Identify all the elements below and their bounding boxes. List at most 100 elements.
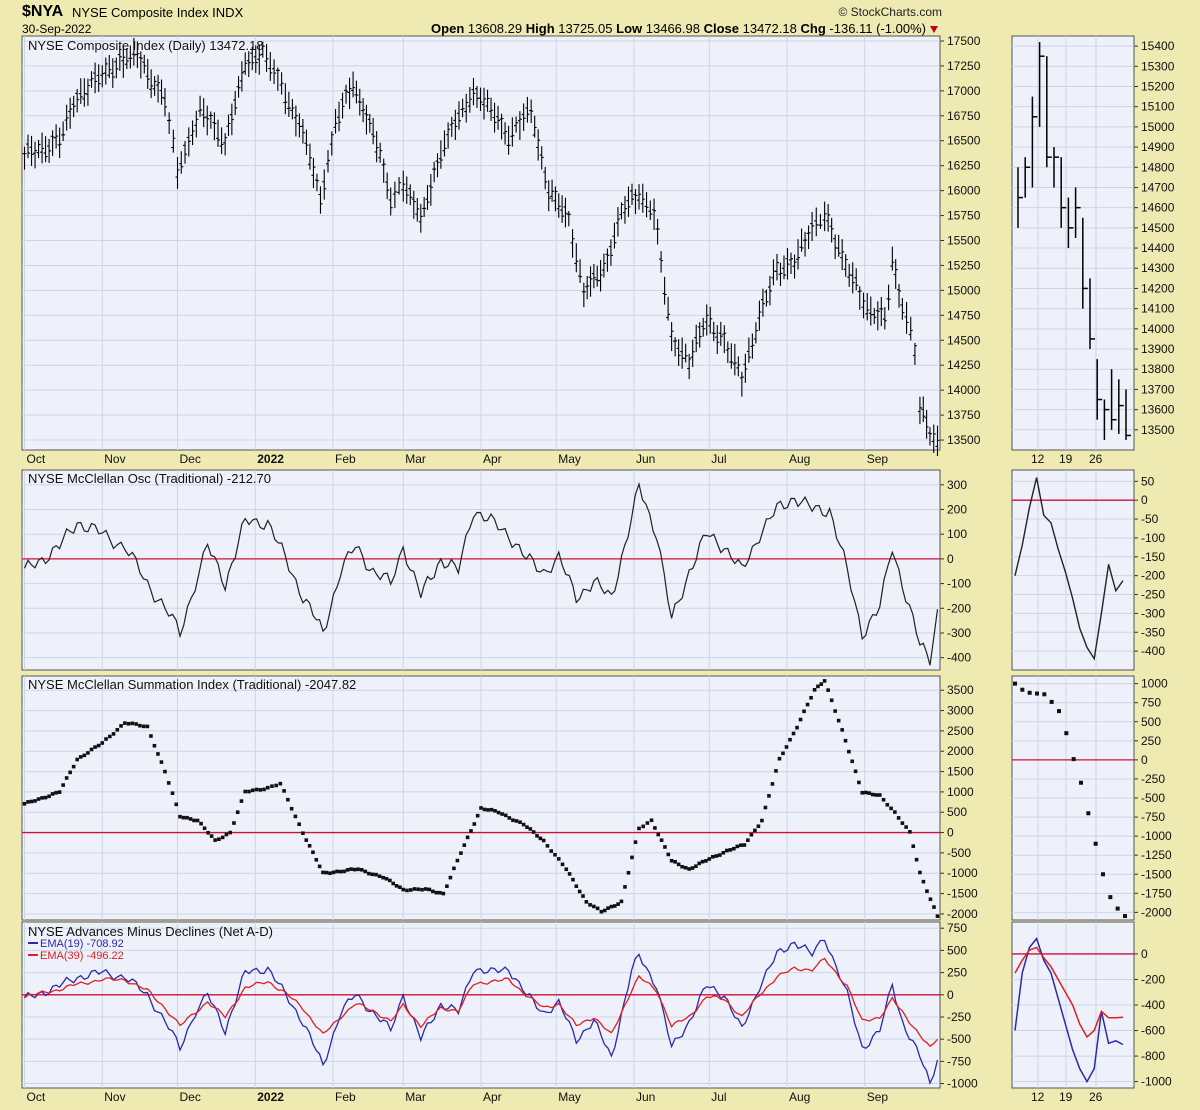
thumb-y-tick-label: 15400 (1141, 39, 1175, 53)
thumb-summation-dot (1035, 691, 1039, 696)
summation-dot (911, 844, 916, 848)
summation-dot (683, 865, 688, 870)
thumb-y-tick-label: 15100 (1141, 100, 1175, 114)
x-tick-label: May (558, 1090, 581, 1104)
y-tick-label: 15500 (947, 234, 981, 248)
y-tick-label: -1500 (947, 887, 978, 901)
thumb-y-tick-label: 14100 (1141, 302, 1175, 316)
summation-dot (514, 819, 519, 823)
summation-dot (574, 884, 579, 889)
summation-dot (822, 679, 827, 683)
thumb-summation-dot (1101, 872, 1105, 877)
summation-dot (774, 769, 778, 773)
summation-dot (805, 702, 810, 707)
summation-dot (206, 830, 210, 835)
y-tick-label: 16000 (947, 184, 981, 198)
summation-dot (82, 753, 87, 758)
summation-dot (889, 806, 893, 811)
summation-dot (500, 812, 504, 816)
summation-dot (763, 805, 768, 810)
summation-dot (119, 724, 123, 728)
y-tick-label: -250 (947, 1010, 971, 1024)
summation-dot (475, 813, 480, 818)
summation-dot (482, 807, 487, 812)
summation-dot (126, 721, 131, 726)
summation-dot (469, 829, 473, 833)
summation-dot (138, 723, 142, 728)
y-tick-label: 16500 (947, 134, 981, 148)
thumb-y-tick-label: 14200 (1141, 281, 1175, 295)
y-tick-label: 16250 (947, 159, 981, 173)
chart-date: 30-Sep-2022 (22, 22, 92, 36)
y-tick-label: 14500 (947, 333, 981, 347)
summation-dot (455, 858, 460, 863)
brand-label[interactable]: © StockCharts.com (838, 5, 942, 19)
summation-dot (809, 695, 813, 700)
summation-dot (599, 909, 604, 914)
symbol: $NYA (22, 3, 64, 20)
summation-dot (388, 878, 392, 883)
summation-dot (619, 899, 624, 904)
y-tick-label: 3000 (947, 704, 974, 718)
summation-dot (829, 698, 834, 703)
summation-dot (438, 890, 442, 895)
thumb-y-tick-label: -350 (1141, 625, 1165, 639)
thumb-x-tick-label: 26 (1089, 1090, 1103, 1104)
summation-dot (893, 810, 897, 814)
summation-dot (152, 743, 157, 748)
summation-dot (592, 904, 596, 909)
summation-dot (107, 734, 112, 739)
summation-dot (286, 797, 290, 802)
summation-dot (349, 867, 353, 871)
summation-dot (33, 799, 37, 803)
summation-dot (412, 887, 417, 891)
summation-dot (571, 877, 575, 882)
panel-title-summation: NYSE McClellan Summation Index (Traditio… (28, 677, 356, 692)
summation-dot (36, 797, 41, 801)
summation-dot (405, 888, 409, 893)
summation-dot (254, 787, 259, 792)
summation-dot (278, 781, 283, 786)
summation-dot (434, 890, 439, 895)
y-tick-label: 0 (947, 988, 954, 1002)
y-tick-label: 14750 (947, 308, 981, 322)
summation-dot (749, 832, 754, 837)
summation-dot (174, 802, 179, 807)
summation-dot (812, 687, 817, 692)
summation-dot (217, 837, 221, 842)
x-tick-label: Sep (867, 1090, 889, 1104)
summation-dot (914, 857, 919, 862)
summation-dot (149, 734, 153, 738)
summation-dot (317, 864, 322, 869)
thumb-panel-2 (1011, 469, 1135, 671)
summation-dot (746, 838, 750, 843)
summation-dot (925, 889, 929, 893)
summation-dot (104, 737, 108, 741)
summation-dot (89, 747, 94, 752)
summation-dot (623, 885, 627, 889)
summation-dot (770, 782, 775, 786)
summation-dot (900, 821, 905, 825)
summation-dot (932, 905, 936, 909)
y-tick-label: 100 (947, 527, 967, 541)
x-tick-label: Dec (180, 1090, 201, 1104)
summation-dot (328, 871, 332, 876)
summation-dot (181, 815, 186, 820)
x-tick-label: Nov (104, 1090, 125, 1104)
thumb-y-tick-label: -1500 (1141, 867, 1172, 881)
summation-dot (676, 862, 681, 867)
thumb-y-tick-label: 14700 (1141, 180, 1175, 194)
summation-dot (742, 843, 747, 847)
thumb-y-tick-label: -250 (1141, 588, 1165, 602)
summation-dot (64, 776, 69, 780)
thumb-y-tick-label: 250 (1141, 734, 1161, 748)
summation-dot (78, 755, 83, 759)
summation-dot (228, 830, 232, 835)
summation-dot (431, 889, 435, 894)
summation-dot (199, 821, 203, 826)
summation-dot (163, 769, 167, 774)
thumb-y-tick-label: 13800 (1141, 362, 1175, 376)
x-tick-label: Oct (27, 452, 46, 466)
summation-dot (535, 834, 539, 838)
